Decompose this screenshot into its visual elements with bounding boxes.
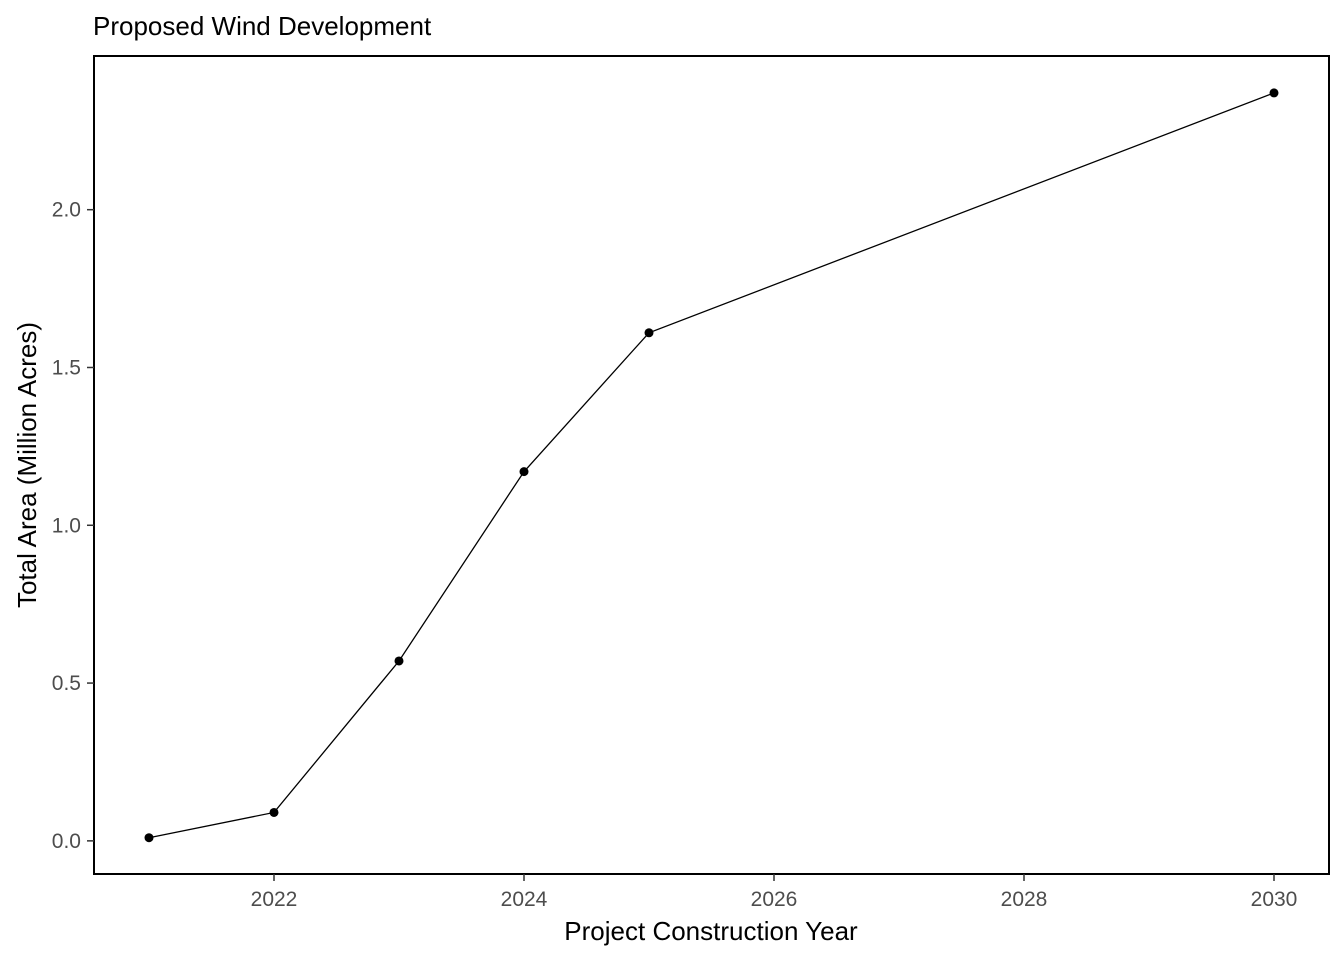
x-tick-label: 2022 [251, 888, 298, 911]
y-tick-label: 0.5 [52, 672, 81, 695]
y-tick-label: 1.5 [52, 356, 81, 379]
y-axis-title: Total Area (Million Acres) [12, 322, 42, 608]
series-line [148, 92, 1275, 839]
x-axis-title: Project Construction Year [564, 916, 858, 946]
data-point [644, 328, 654, 338]
data-point [519, 467, 529, 477]
data-point [269, 807, 279, 817]
data-point [394, 656, 404, 666]
series [144, 88, 1279, 843]
plot-panel [93, 55, 1330, 875]
x-axis: 2022 2024 2026 2028 2030 [251, 874, 1298, 911]
x-tick-label: 2026 [751, 888, 798, 911]
chart-title: Proposed Wind Development [93, 11, 432, 41]
x-tick-label: 2024 [501, 888, 548, 911]
data-point [1269, 88, 1279, 98]
x-tick-label: 2030 [1251, 888, 1298, 911]
y-tick-label: 0.0 [52, 830, 81, 853]
y-tick-label: 2.0 [52, 199, 81, 222]
y-tick-label: 1.0 [52, 514, 81, 537]
y-axis: 0.0 0.5 1.0 1.5 2.0 [52, 199, 94, 853]
x-tick-label: 2028 [1001, 888, 1048, 911]
data-point [144, 833, 154, 843]
